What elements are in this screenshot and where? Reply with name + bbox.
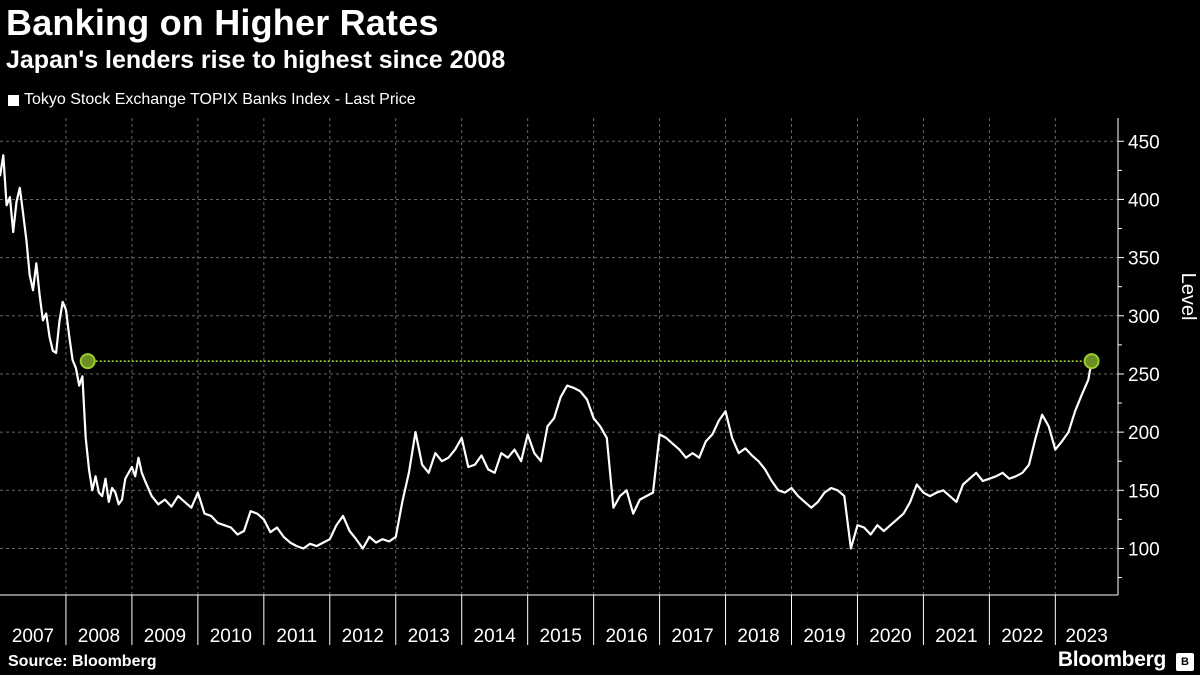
x-tick-label: 2015 [540,626,582,647]
y-tick-label: 150 [1128,481,1160,502]
x-tick-label: 2008 [78,626,120,647]
gridlines [0,140,1118,549]
y-tick-label: 200 [1128,423,1160,444]
x-tick-label: 2021 [935,626,977,647]
x-gridlines [65,118,1056,595]
bloomberg-logo-icon: B [1176,653,1194,671]
legend: Tokyo Stock Exchange TOPIX Banks Index -… [8,91,416,109]
x-tick-label: 2011 [276,626,317,647]
x-tick-label: 2023 [1066,626,1108,647]
x-tick-label: 2012 [342,626,384,647]
x-tick-label: 2022 [1001,626,1043,647]
y-axis: 100 150 200 250 300 350 400 450 [1117,118,1160,595]
series-group [0,154,1093,550]
y-tick-label: 450 [1128,132,1160,153]
x-tick-label: 2017 [671,626,713,647]
x-tick-label: 2020 [869,626,911,647]
chart-title: Banking on Higher Rates [6,2,439,43]
x-tick-label: 2013 [408,626,450,647]
x-tick-label: 2018 [737,626,779,647]
source-note: Source: Bloomberg [8,653,157,670]
highlight-marker [79,353,96,370]
y-tick-label: 250 [1128,365,1160,386]
x-tick-label: 2014 [474,626,517,647]
x-tick-label: 2019 [803,626,845,647]
y-tick-label: 100 [1128,539,1160,560]
y-tick-label: 300 [1128,307,1160,328]
x-tick-label: 2007 [12,626,54,647]
brand-wordmark: Bloomberg [1057,648,1166,671]
legend-swatch [8,94,19,106]
y-axis-label: Level [1177,273,1199,321]
x-tick-label: 2010 [210,626,252,647]
x-tick-label: 2009 [144,626,186,647]
series-line [0,154,1093,550]
x-tick-label: 2016 [605,626,647,647]
highlight-marker [1083,353,1100,370]
legend-label: Tokyo Stock Exchange TOPIX Banks Index -… [24,91,416,108]
x-axis: 2007 2008 2009 2010 2011 2012 2013 2014 2015 2016… [0,594,1118,647]
chart-subtitle: Japan's lenders rise to highest since 20… [6,46,506,74]
y-tick-label: 400 [1128,190,1160,211]
y-tick-label: 350 [1128,249,1160,270]
annotations [79,353,1100,370]
